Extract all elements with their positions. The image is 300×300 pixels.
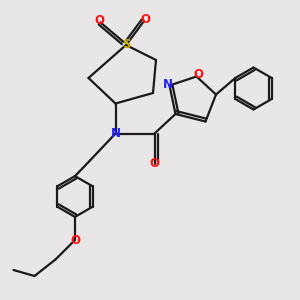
Text: N: N [163,77,173,91]
Text: O: O [70,233,80,247]
Text: O: O [94,14,104,28]
Text: S: S [122,38,130,52]
Text: O: O [140,13,151,26]
Text: O: O [193,68,203,82]
Text: N: N [110,127,121,140]
Text: O: O [149,157,160,170]
